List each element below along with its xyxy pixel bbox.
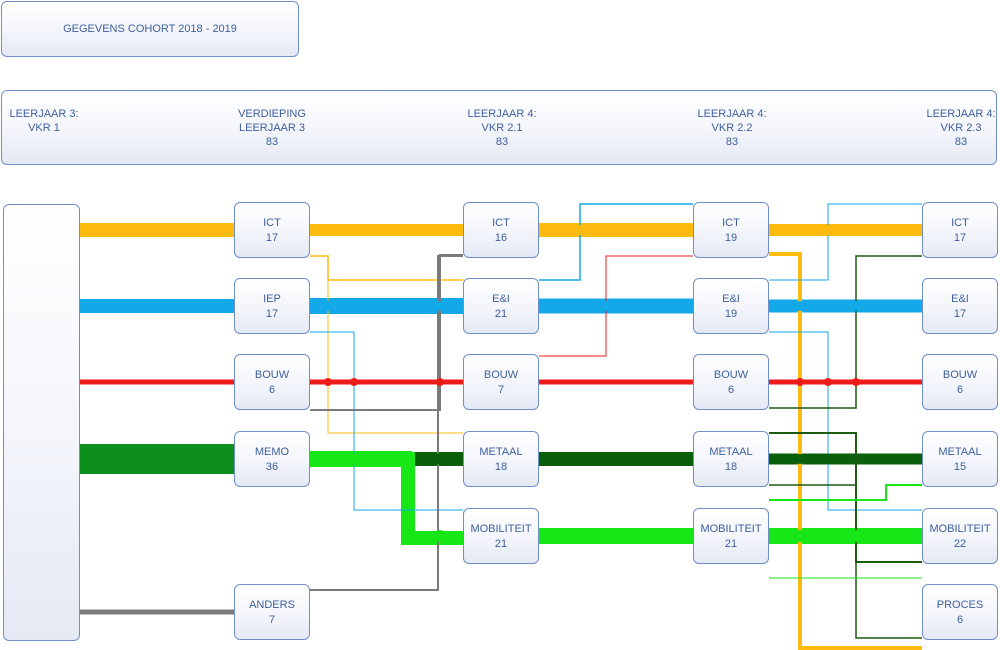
node-c1-iep: IEP 17 (234, 278, 310, 334)
header-leerjaar-3: LEERJAAR 3: VKR 1 (9, 108, 79, 134)
node-c1-bouw: BOUW 6 (234, 354, 310, 410)
node-c4-bouw: BOUW 6 (922, 354, 998, 410)
node-c4-proces: PROCES 6 (922, 584, 998, 640)
node-c4-metaal: METAAL 15 (922, 431, 998, 487)
node-c2-ei: E&I 21 (463, 278, 539, 334)
node-c4-ict: ICT 17 (922, 202, 998, 258)
source-block (3, 204, 80, 641)
node-c4-ei: E&I 17 (922, 278, 998, 334)
node-c2-mobiliteit: MOBILITEIT 21 (463, 508, 539, 564)
header-verdieping: VERDIEPING LEERJAAR 3 83 (238, 108, 306, 148)
node-c3-ei: E&I 19 (693, 278, 769, 334)
node-c2-ict: ICT 16 (463, 202, 539, 258)
node-c3-bouw: BOUW 6 (693, 354, 769, 410)
header-vkr-2-2: LEERJAAR 4: VKR 2.2 83 (697, 108, 767, 148)
node-c3-ict: ICT 19 (693, 202, 769, 258)
header-vkr-2-3: LEERJAAR 4: VKR 2.3 83 (926, 108, 996, 148)
crossing-bumps (323, 225, 862, 542)
node-c4-mobiliteit: MOBILITEIT 22 (922, 508, 998, 564)
chart-title: GEGEVENS COHORT 2018 - 2019 (63, 23, 237, 35)
node-c2-metaal: METAAL 18 (463, 431, 539, 487)
node-c1-anders: ANDERS 7 (234, 584, 310, 640)
node-c2-bouw: BOUW 7 (463, 354, 539, 410)
title-box: GEGEVENS COHORT 2018 - 2019 (1, 1, 299, 57)
header-vkr-2-1: LEERJAAR 4: VKR 2.1 83 (467, 108, 537, 148)
cross-flows (310, 203, 922, 650)
header-bar: LEERJAAR 3: VKR 1 VERDIEPING LEERJAAR 3 … (1, 90, 997, 165)
node-c1-memo: MEMO 36 (234, 431, 310, 487)
node-c1-ict: ICT 17 (234, 202, 310, 258)
node-c3-metaal: METAAL 18 (693, 431, 769, 487)
node-c3-mobiliteit: MOBILITEIT 21 (693, 508, 769, 564)
